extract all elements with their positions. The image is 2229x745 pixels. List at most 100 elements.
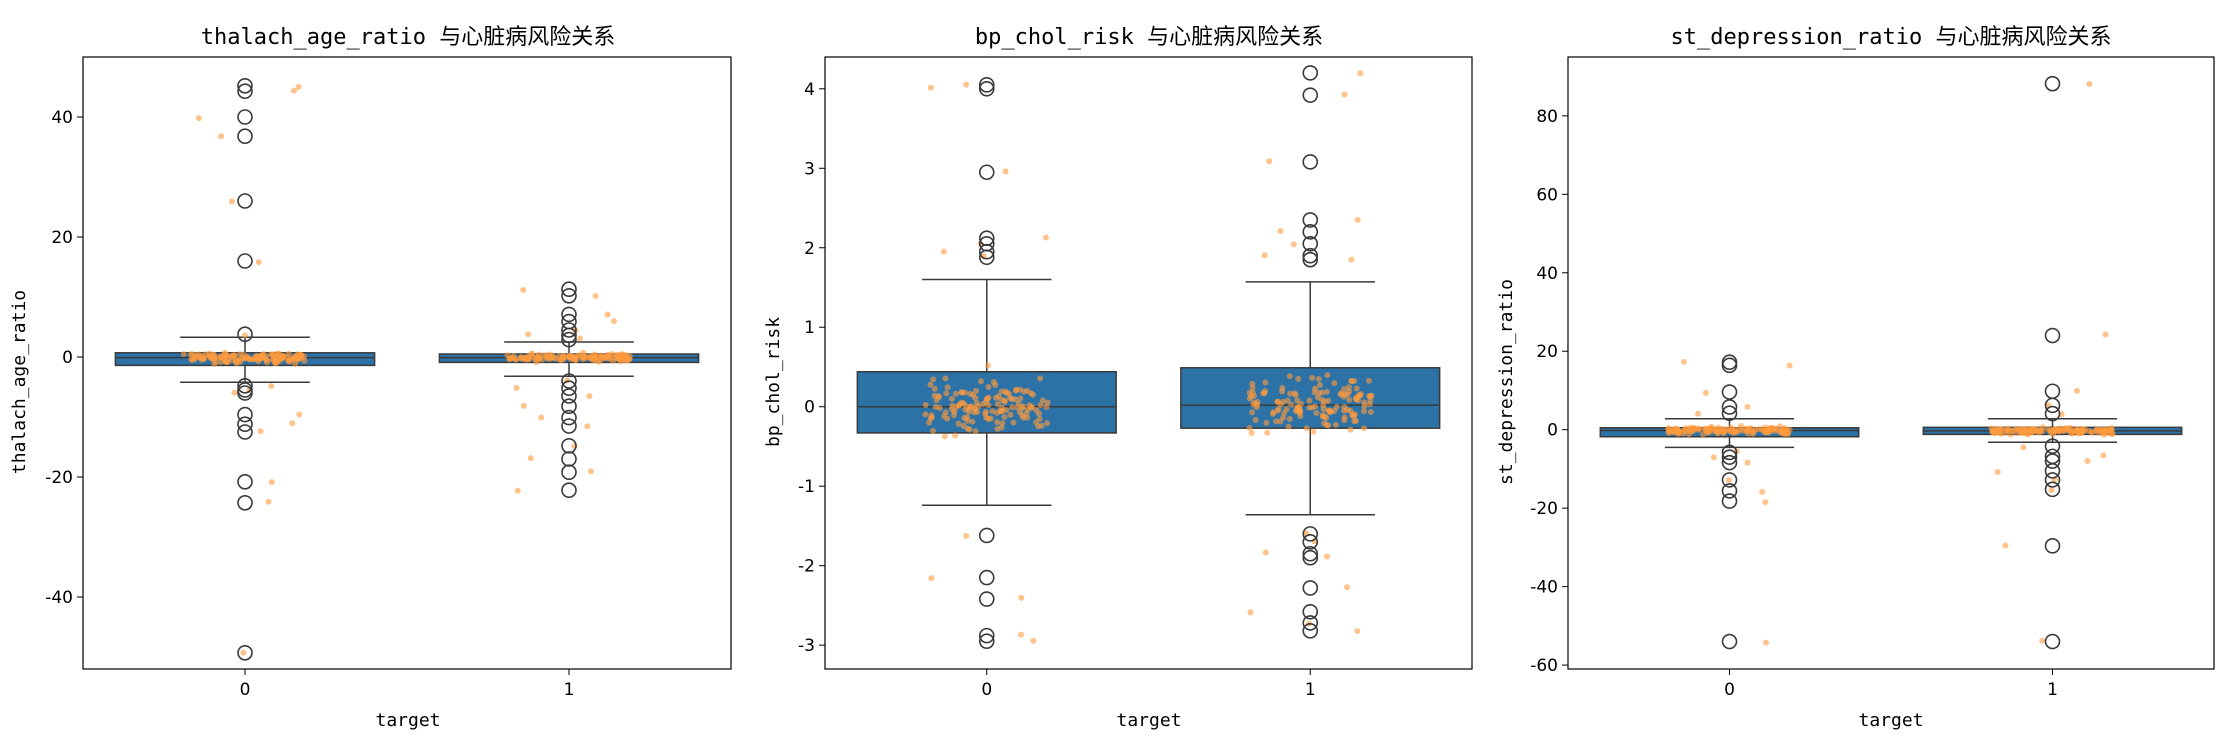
strip-point (2030, 428, 2037, 435)
strip-point (998, 424, 1005, 431)
strip-point (580, 349, 587, 356)
strip-point (987, 415, 994, 422)
strip-point (942, 409, 949, 416)
strip-point (529, 350, 536, 357)
strip-point (1291, 390, 1298, 397)
panel-thalach-age-ratio: thalach_age_ratio 与心脏病风险关系 target thalac… (9, 25, 732, 731)
strip-point (922, 401, 929, 408)
strip-point (1030, 637, 1037, 644)
strip-point (1744, 427, 1751, 434)
strip-point (1361, 403, 1368, 410)
strip-point (1323, 553, 1330, 560)
strip-point (940, 248, 947, 255)
strip-point (1744, 403, 1751, 410)
strip-point (1277, 228, 1284, 235)
strip-point (231, 389, 238, 396)
strip-point (1264, 429, 1271, 436)
strip-point (1285, 423, 1292, 430)
strip-point (1687, 428, 1694, 435)
outlier-marker (2044, 75, 2061, 92)
strip-point (1338, 390, 1345, 397)
strip-point (208, 355, 215, 362)
y-tick-label: 80 (1536, 107, 1558, 127)
strip-point (2073, 428, 2080, 435)
outlier-marker (561, 464, 577, 481)
y-tick-label: 4 (804, 80, 815, 100)
strip-point (984, 395, 991, 402)
strip-point (1287, 390, 1294, 397)
strip-point (2073, 387, 2080, 394)
strip-point (1360, 408, 1367, 415)
outlier-marker (237, 253, 253, 269)
outlier-marker (561, 373, 577, 389)
strip-point (1295, 375, 1302, 382)
strip-point (1273, 418, 1280, 425)
outlier-marker (1302, 534, 1319, 550)
strip-point (618, 351, 625, 358)
strip-point (1347, 426, 1354, 433)
strip-point (1037, 375, 1044, 382)
y-tick-label: 20 (51, 228, 73, 248)
strip-point (289, 420, 296, 427)
outlier-marker (978, 164, 995, 181)
strip-point (963, 81, 970, 88)
strip-point (1249, 409, 1256, 416)
outlier-marker (1721, 483, 1738, 499)
strip-point (285, 357, 292, 364)
strip-point (929, 427, 936, 434)
panel-st-depression-ratio: st_depression_ratio 与心脏病风险关系 target st_d… (1496, 25, 2215, 731)
strip-point (1680, 358, 1687, 365)
strip-point (967, 403, 974, 410)
outlier-marker (561, 327, 577, 344)
strip-point (1324, 372, 1331, 379)
panel-2-plot-area: -3 -2 -1 0 1 2 3 4 0 1 (798, 56, 1473, 700)
strip-point (221, 358, 228, 365)
strip-point (612, 355, 619, 362)
strip-point (1017, 395, 1024, 402)
strip-point (2023, 427, 2030, 434)
strip-point (1365, 377, 1372, 384)
strip-point (1354, 627, 1361, 634)
strip-point (1367, 409, 1374, 416)
outlier-marker (237, 406, 253, 423)
strip-point (1323, 388, 1330, 395)
strip-point (1024, 406, 1031, 413)
strip-point (1725, 477, 1732, 484)
outlier-marker (561, 418, 577, 434)
strip-point (1248, 430, 1255, 437)
y-tick-label: -3 (798, 636, 815, 656)
strip-point (1002, 168, 1009, 175)
strip-point (1786, 362, 1793, 369)
strip-point (2102, 331, 2109, 338)
y-tick-label: 1 (804, 318, 815, 338)
strip-point (533, 359, 540, 366)
strip-point (958, 389, 965, 396)
strip-point (928, 575, 935, 582)
strip-point (1721, 428, 1728, 435)
strip-point (1247, 609, 1254, 616)
strip-point (1274, 398, 1281, 405)
y-tick-label: -40 (45, 588, 73, 608)
strip-point (1782, 430, 1789, 437)
outlier-marker (237, 83, 253, 99)
strip-point (1266, 158, 1273, 165)
strip-point (1773, 427, 1780, 434)
strip-point (2084, 457, 2091, 464)
outlier-marker (1721, 444, 1738, 461)
outlier-marker (1721, 493, 1738, 509)
y-tick-label: 0 (804, 398, 815, 418)
strip-point (964, 414, 971, 421)
strip-point (1286, 415, 1293, 422)
x-tick-label: 0 (240, 680, 251, 700)
strip-point (228, 352, 235, 359)
x-tick-label: 1 (2047, 680, 2058, 700)
strip-point (1665, 427, 1672, 434)
outlier-marker (1721, 405, 1738, 422)
outlier-marker (237, 385, 253, 401)
strip-point (2002, 429, 2009, 436)
strip-point (931, 385, 938, 392)
outlier-marker (237, 494, 253, 511)
outlier-marker (561, 482, 577, 499)
strip-point (518, 354, 525, 361)
outlier-marker (1302, 154, 1319, 170)
